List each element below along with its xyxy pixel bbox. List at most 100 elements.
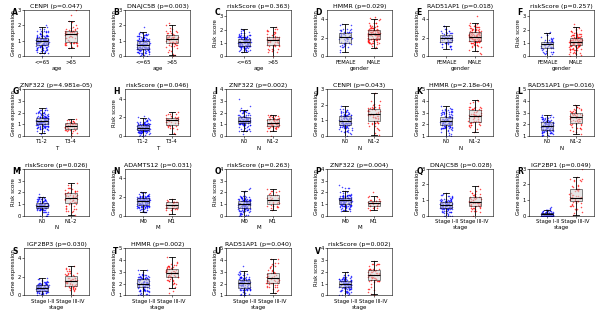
Point <box>565 109 574 114</box>
Point <box>138 35 148 40</box>
Point <box>441 40 451 45</box>
Point <box>61 196 70 201</box>
Point <box>473 39 482 44</box>
Point <box>143 45 152 50</box>
Point <box>542 207 551 213</box>
Point <box>166 119 176 125</box>
Point <box>538 211 548 216</box>
Point <box>436 205 446 211</box>
Point <box>61 280 71 285</box>
Point <box>32 123 41 128</box>
Point <box>64 285 73 290</box>
Point <box>363 31 373 36</box>
Point <box>32 205 42 211</box>
Point <box>446 46 456 51</box>
Point <box>544 120 554 126</box>
Point <box>269 117 279 123</box>
Point <box>565 192 574 197</box>
Point <box>372 113 382 118</box>
Point <box>144 289 154 294</box>
Point <box>445 121 455 126</box>
Point <box>367 29 377 34</box>
Title: DNAJC5B (p=0.028): DNAJC5B (p=0.028) <box>430 163 491 168</box>
Point <box>238 204 247 209</box>
Point <box>144 193 154 198</box>
Point <box>238 209 248 214</box>
Point <box>577 177 586 182</box>
Title: IGF2BP1 (p=0.049): IGF2BP1 (p=0.049) <box>532 163 592 168</box>
Point <box>473 117 483 122</box>
Point <box>42 107 52 112</box>
Point <box>464 31 473 37</box>
Point <box>268 200 278 205</box>
Point <box>164 286 174 291</box>
Point <box>338 120 348 126</box>
Point <box>143 46 153 51</box>
Point <box>346 282 356 287</box>
Point <box>542 211 552 216</box>
Point <box>164 272 174 277</box>
Point <box>239 27 248 32</box>
Point <box>565 38 575 43</box>
Point <box>133 47 142 52</box>
PathPatch shape <box>541 122 553 130</box>
Point <box>164 273 173 279</box>
Point <box>341 41 350 46</box>
Point <box>262 31 272 36</box>
Point <box>338 197 348 203</box>
Point <box>542 212 551 217</box>
Point <box>235 287 245 292</box>
Point <box>134 277 143 282</box>
Point <box>136 206 146 212</box>
Point <box>42 213 52 218</box>
Point <box>139 45 149 50</box>
Point <box>444 118 454 123</box>
Point <box>234 202 244 207</box>
Point <box>239 206 249 211</box>
Point <box>38 210 48 215</box>
Point <box>134 129 144 134</box>
Point <box>365 197 375 203</box>
Point <box>473 31 483 37</box>
Point <box>575 126 585 131</box>
Point <box>439 119 448 124</box>
Point <box>167 266 177 271</box>
Point <box>236 116 246 121</box>
Point <box>244 44 254 49</box>
Point <box>467 196 476 201</box>
Point <box>569 22 579 27</box>
Point <box>32 207 41 212</box>
Point <box>445 120 454 125</box>
Point <box>39 129 49 134</box>
Point <box>437 35 447 40</box>
Point <box>163 265 172 271</box>
Point <box>133 122 143 127</box>
Point <box>42 288 52 293</box>
Point <box>440 203 450 208</box>
Point <box>467 31 476 37</box>
Point <box>164 33 173 38</box>
Point <box>576 194 586 199</box>
Point <box>545 41 555 47</box>
Point <box>344 200 353 205</box>
Point <box>139 121 148 126</box>
Point <box>363 32 373 37</box>
Point <box>547 213 556 218</box>
Point <box>368 105 377 110</box>
Point <box>442 201 451 206</box>
Point <box>262 284 271 289</box>
PathPatch shape <box>238 117 250 123</box>
Point <box>32 288 42 293</box>
Point <box>241 37 250 42</box>
Point <box>67 30 77 35</box>
Point <box>565 117 575 122</box>
Point <box>63 186 73 191</box>
Point <box>244 278 254 283</box>
Point <box>542 118 552 123</box>
Point <box>239 123 249 128</box>
Point <box>43 127 53 132</box>
Point <box>367 262 377 267</box>
Point <box>571 118 580 124</box>
Point <box>265 126 274 131</box>
Point <box>243 200 253 205</box>
